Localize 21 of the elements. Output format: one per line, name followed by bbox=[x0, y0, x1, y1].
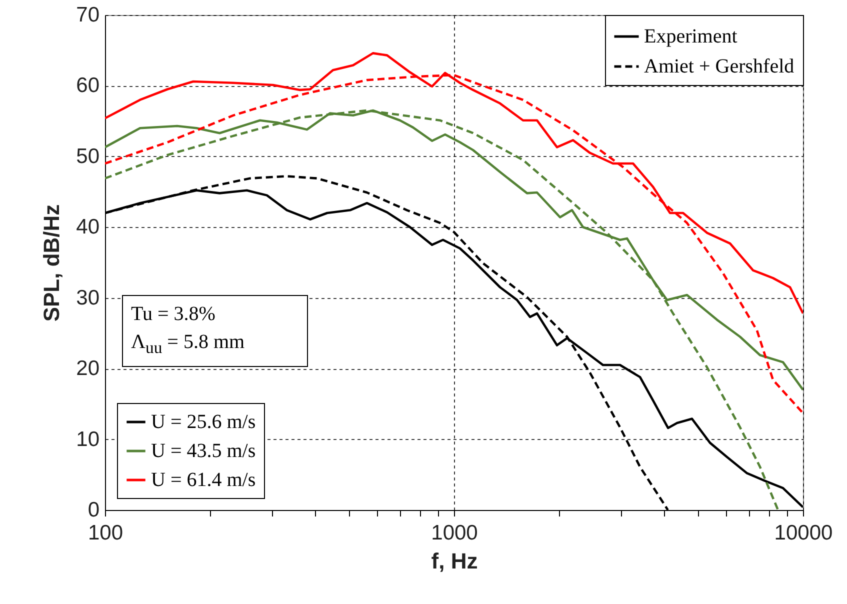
legend-label: U = 61.4 m/s bbox=[151, 469, 256, 491]
annotation: Amiet + Gershfeld bbox=[644, 56, 794, 78]
y-tick-label: 30 bbox=[76, 286, 100, 310]
x-tick-label: 1000 bbox=[431, 522, 478, 544]
y-axis-title: SPL, dB/Hz bbox=[39, 204, 64, 322]
y-tick-label: 0 bbox=[88, 498, 100, 522]
annotation: Tu = 3.8% bbox=[131, 302, 216, 327]
y-tick-label: 60 bbox=[76, 74, 100, 98]
x-axis-title: f, Hz bbox=[431, 548, 478, 574]
y-tick-label: 40 bbox=[76, 216, 100, 239]
x-tick-label: 10000 bbox=[774, 522, 833, 544]
y-tick-label: 20 bbox=[76, 357, 100, 380]
x-tick-label: 100 bbox=[88, 522, 124, 544]
y-tick-label: 10 bbox=[76, 428, 100, 451]
parameter-box: Tu = 3.8% Λ$_{uu}$ = 5.8 mm bbox=[122, 295, 308, 367]
legend-label: U = 43.5 m/s bbox=[151, 440, 256, 462]
annotation: Λ$_{uu}$ = 5.8 mm bbox=[131, 330, 246, 359]
legend-label: U = 25.6 m/s bbox=[151, 411, 256, 433]
annotation: Experiment bbox=[644, 26, 738, 48]
y-tick-label: 50 bbox=[76, 144, 100, 168]
y-tick-label: 70 bbox=[76, 4, 100, 26]
